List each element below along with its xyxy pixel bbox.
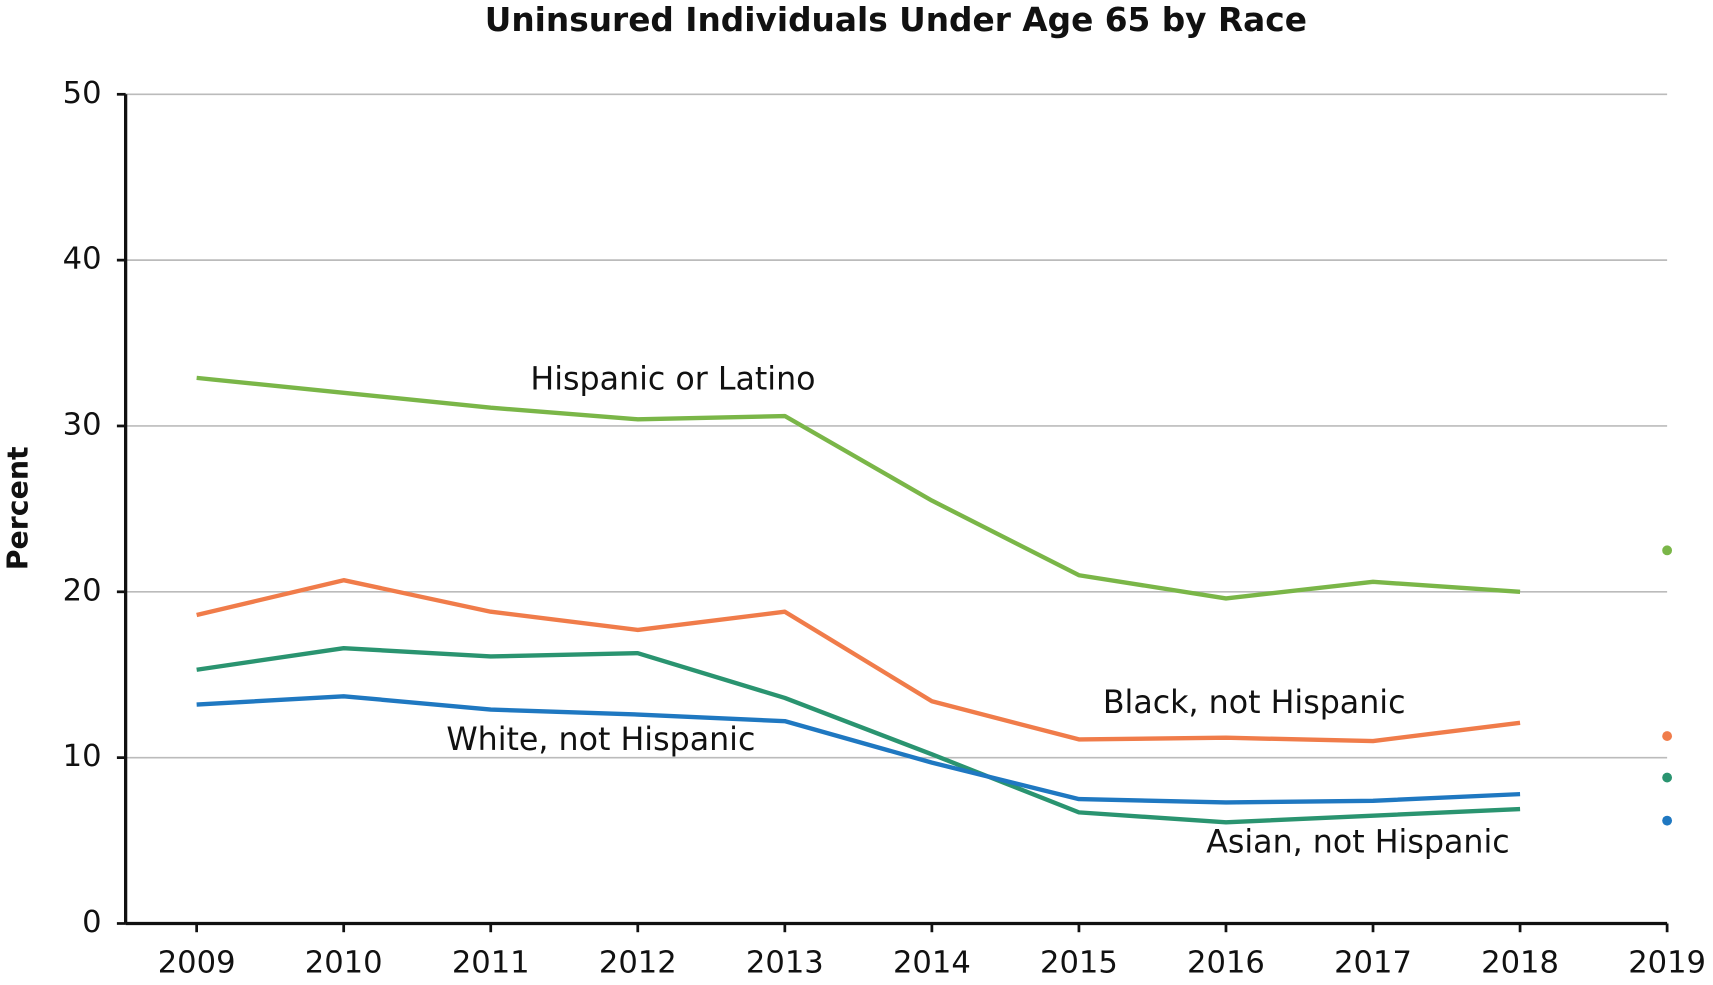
x-tick-label: 2009 [158, 945, 236, 980]
x-tick-label: 2015 [1040, 945, 1118, 980]
x-tick-label: 2017 [1334, 945, 1412, 980]
x-tick-label: 2013 [746, 945, 824, 980]
series-point [1662, 815, 1673, 826]
x-tick-label: 2016 [1187, 945, 1265, 980]
x-tick-label: 2011 [452, 945, 530, 980]
series-point [1662, 731, 1673, 742]
x-tick-label: 2014 [893, 945, 971, 980]
series-point [1662, 545, 1673, 556]
y-tick-label: 20 [63, 573, 102, 608]
x-tick-label: 2012 [599, 945, 677, 980]
y-tick-label: 50 [63, 76, 102, 111]
series-point [1662, 772, 1673, 783]
y-axis-label: Percent [2, 446, 35, 570]
y-tick-label: 10 [63, 739, 102, 774]
x-tick-label: 2010 [305, 945, 383, 980]
x-tick-label: 2018 [1481, 945, 1559, 980]
series-line [196, 694, 1521, 805]
y-tick-label: 0 [82, 905, 101, 940]
series-label: Asian, not Hispanic [1206, 825, 1509, 861]
series-label: White, not Hispanic [446, 722, 755, 758]
series-label: Hispanic or Latino [530, 362, 815, 398]
y-tick-label: 30 [63, 407, 102, 442]
series-line [196, 646, 1521, 825]
chart-title: Uninsured Individuals Under Age 65 by Ra… [485, 1, 1307, 39]
y-tick-label: 40 [63, 242, 102, 277]
x-tick-label: 2019 [1628, 945, 1706, 980]
series-line [196, 578, 1521, 744]
series-label: Black, not Hispanic [1103, 685, 1406, 721]
series-line [196, 375, 1521, 601]
